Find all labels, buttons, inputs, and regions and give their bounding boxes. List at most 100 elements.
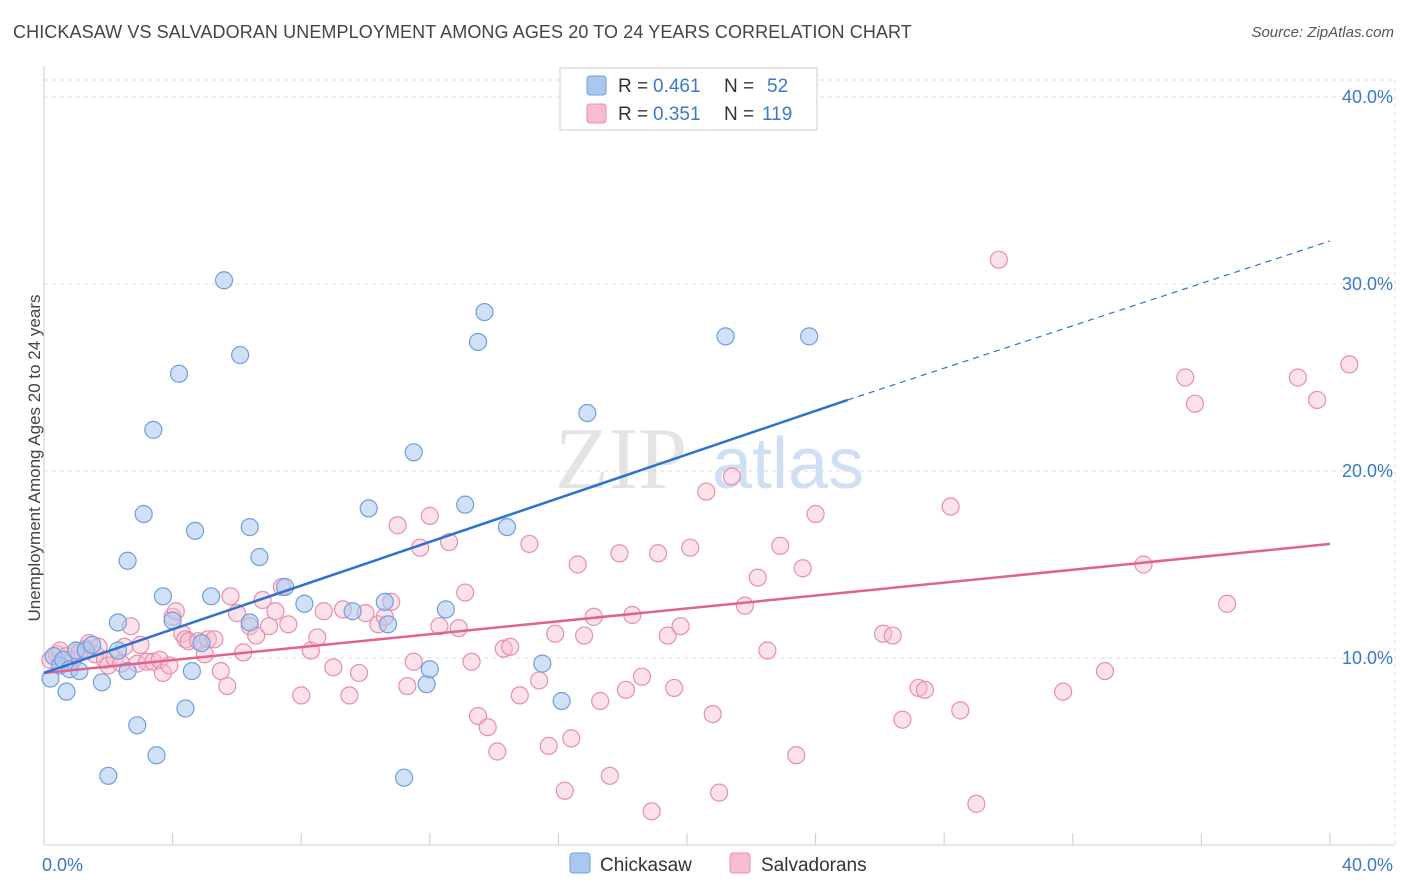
series-chickasaw-points — [41, 271, 819, 787]
y-axis-label: Unemployment Among Ages 20 to 24 years — [25, 295, 44, 622]
chickasaw-point — [108, 613, 128, 632]
chickasaw-point — [359, 499, 378, 518]
salvadorans-point — [893, 710, 912, 729]
salvadorans-point — [211, 661, 230, 681]
chickasaw-point — [134, 504, 153, 524]
chickasaw-point — [57, 682, 76, 701]
salvadorans-point — [259, 617, 279, 636]
salvadorans-point — [883, 626, 902, 645]
chickasaw-point — [497, 517, 517, 537]
salvadorans-point — [218, 676, 237, 696]
salvadorans-point — [658, 626, 677, 645]
chickasaw-point — [475, 302, 494, 322]
salvadorans-point — [806, 504, 825, 524]
chickasaw-point — [118, 661, 137, 681]
salvadorans-point — [600, 766, 619, 785]
chickasaw-point — [182, 661, 201, 681]
y-tick-label-1: 20.0% — [1342, 461, 1393, 481]
salvadorans-point — [478, 718, 497, 737]
salvadorans-point — [1095, 661, 1115, 681]
chickasaw-trend-line — [43, 398, 849, 675]
salvadorans-point — [1134, 555, 1153, 574]
salvadorans-point — [648, 544, 668, 563]
salvadorans-point — [1054, 682, 1073, 701]
chickasaw-point — [169, 364, 189, 383]
salvadorans-point — [314, 602, 333, 621]
legend-n-label-2: N = — [724, 104, 754, 125]
salvadorans-point — [909, 678, 928, 698]
salvadorans-point — [989, 250, 1008, 269]
watermark-atlas: atlas — [712, 424, 864, 504]
chickasaw-point — [436, 600, 455, 619]
chickasaw-point — [456, 495, 475, 514]
salvadorans-point — [404, 652, 423, 671]
chickasaw-point — [578, 403, 597, 423]
salvadorans-point — [1185, 394, 1205, 413]
salvadorans-point — [681, 538, 700, 557]
chickasaw-point — [186, 521, 205, 540]
salvadorans-point — [266, 602, 285, 621]
legend-n-value-1: 52 — [767, 76, 788, 97]
axes — [43, 66, 1395, 846]
salvadorans-point — [340, 686, 359, 705]
chickasaw-point — [240, 517, 259, 537]
chickasaw-point — [128, 716, 147, 735]
salvadorans-point — [710, 783, 729, 802]
salvadorans-point — [456, 583, 475, 602]
salvadorans-point — [735, 596, 754, 615]
legend-r-label-1: R = — [618, 76, 648, 97]
bottom-legend-salvadorans: Salvadorans — [761, 855, 867, 876]
salvadorans-point — [793, 559, 812, 578]
chickasaw-point — [147, 746, 166, 765]
salvadorans-point — [787, 746, 806, 765]
y-tick-label-0: 10.0% — [1342, 648, 1393, 668]
legend-r-value-2: 0.351 — [653, 104, 701, 125]
salvadorans-trend-line — [43, 542, 1331, 675]
salvadorans-point — [430, 617, 449, 636]
salvadorans-point — [967, 794, 986, 813]
chickasaw-point — [92, 673, 111, 692]
salvadorans-point — [546, 624, 565, 643]
salvadorans-point — [292, 686, 311, 705]
legend-swatch-salvadorans — [586, 103, 607, 124]
salvadorans-point — [530, 671, 549, 690]
chart-title: CHICKASAW VS SALVADORAN UNEMPLOYMENT AMO… — [13, 22, 912, 42]
salvadorans-point — [915, 680, 935, 699]
salvadorans-point — [520, 534, 539, 554]
salvadorans-point — [349, 663, 369, 683]
salvadorans-point — [610, 544, 629, 563]
bottom-legend-chickasaw: Chickasaw — [600, 855, 692, 876]
salvadorans-point — [388, 516, 407, 535]
salvadorans-point — [494, 639, 513, 658]
chickasaw-point — [176, 699, 195, 718]
chickasaw-point — [118, 551, 137, 570]
chickasaw-point — [404, 443, 423, 462]
chickasaw-point — [231, 345, 250, 365]
chickasaw-point — [420, 660, 439, 679]
salvadorans-point — [575, 626, 594, 645]
salvadorans-point — [1176, 368, 1195, 387]
salvadorans-point — [703, 704, 722, 724]
salvadorans-point — [420, 506, 439, 525]
chickasaw-point — [83, 635, 102, 655]
salvadorans-point — [398, 676, 417, 696]
chickasaw-point — [375, 592, 394, 612]
salvadorans-point — [748, 568, 767, 587]
bottom-legend-swatch-salvadorans — [729, 852, 751, 874]
salvadorans-point — [488, 742, 507, 761]
series-salvadorans-points — [41, 250, 1359, 821]
chickasaw-point — [250, 547, 269, 567]
salvadorans-point — [555, 781, 574, 800]
chickasaw-point — [343, 602, 362, 621]
chickasaw-point — [144, 420, 163, 439]
chickasaw-point — [295, 594, 314, 613]
salvadorans-point — [568, 555, 587, 574]
salvadorans-point — [591, 691, 610, 711]
salvadorans-point — [771, 536, 790, 555]
trend-lines — [43, 240, 1331, 675]
salvadorans-point — [308, 628, 327, 647]
chickasaw-point — [99, 766, 118, 785]
x-tick-label-left: 0.0% — [42, 855, 83, 875]
salvadorans-point — [1308, 390, 1327, 410]
